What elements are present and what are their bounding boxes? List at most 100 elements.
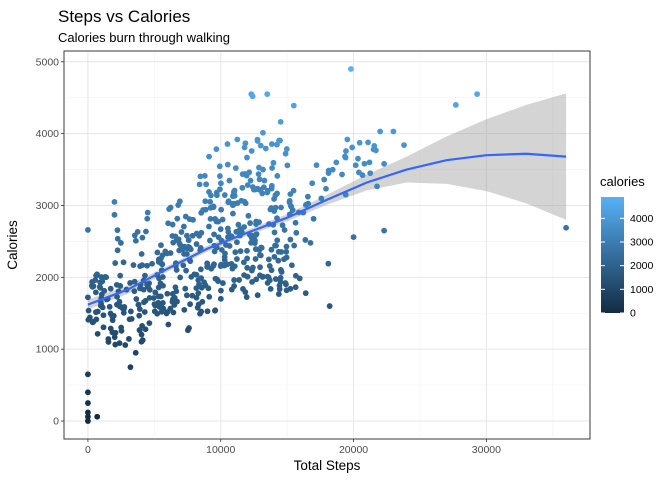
scatter-point <box>288 262 295 269</box>
scatter-point <box>177 274 184 281</box>
legend-label: 0 <box>630 308 636 320</box>
scatter-point <box>248 235 255 242</box>
scatter-point <box>165 321 172 328</box>
scatter-point <box>217 226 224 233</box>
x-tick-label: 30000 <box>472 444 501 456</box>
y-tick-label: 0 <box>53 416 59 428</box>
scatter-point <box>167 305 174 312</box>
scatter-point <box>170 309 177 316</box>
scatter-point <box>154 310 161 317</box>
scatter-point <box>195 290 202 297</box>
smooth-line <box>87 152 567 306</box>
scatter-point <box>342 153 348 160</box>
scatter-point <box>292 219 299 226</box>
scatter-point <box>193 241 200 247</box>
scatter-point <box>275 257 282 264</box>
scatter-point <box>97 279 104 286</box>
scatter-point <box>100 312 107 319</box>
scatter-point <box>270 159 277 166</box>
scatter-point <box>101 287 108 294</box>
scatter-point <box>234 239 240 246</box>
scatter-point <box>241 272 247 279</box>
scatter-point <box>185 237 192 244</box>
scatter-point <box>114 235 121 242</box>
scatter-point <box>266 263 273 269</box>
scatter-point <box>203 181 210 188</box>
scatter-point <box>85 409 91 416</box>
scatter-point <box>109 329 116 336</box>
scatter-point <box>381 227 388 234</box>
scatter-point <box>253 276 260 283</box>
scatter-point <box>242 140 249 147</box>
scatter-point <box>197 266 204 273</box>
scatter-point <box>247 220 254 226</box>
scatter-point <box>183 267 189 274</box>
scatter-point <box>94 330 101 337</box>
scatter-point <box>268 141 275 147</box>
scatter-point <box>156 275 162 282</box>
scatter-point <box>239 184 246 191</box>
scatter-point <box>261 177 268 184</box>
legend-label: 3000 <box>630 236 654 248</box>
scatter-point <box>201 172 208 179</box>
scatter-point <box>85 400 91 406</box>
scatter-point <box>234 256 240 262</box>
scatter-point <box>252 186 259 193</box>
scatter-point <box>244 264 251 271</box>
scatter-point <box>251 240 258 246</box>
scatter-point <box>146 320 153 327</box>
scatter-point <box>257 252 264 259</box>
scatter-point <box>144 215 151 222</box>
scatter-point <box>276 282 283 289</box>
grid-major <box>64 51 590 439</box>
scatter-point <box>198 308 205 315</box>
scatter-point <box>157 293 164 300</box>
legend-colorbar <box>601 197 624 313</box>
scatter-point <box>195 301 202 308</box>
scatter-point <box>224 261 231 268</box>
legend-title: calories <box>600 174 645 189</box>
scatter-point <box>159 261 166 268</box>
scatter-point <box>452 101 459 108</box>
scatter-point <box>231 192 238 199</box>
scatter-point <box>326 303 333 309</box>
scatter-point <box>218 180 224 187</box>
scatter-point <box>212 275 219 282</box>
scatter-point <box>138 251 145 257</box>
scatter-point <box>231 277 238 283</box>
scatter-point <box>202 198 209 205</box>
scatter-point <box>325 170 332 177</box>
scatter-point <box>191 271 198 278</box>
scatter-point <box>196 281 202 288</box>
scatter-point <box>247 177 254 184</box>
scatter-point <box>208 192 214 199</box>
scatter-point <box>249 93 256 100</box>
scatter-point <box>99 304 106 311</box>
scatter-point <box>159 300 166 306</box>
scatter-point <box>143 228 149 235</box>
scatter-point <box>234 200 241 206</box>
scatter-point <box>304 193 311 200</box>
scatter-point <box>98 274 105 280</box>
scatter-point <box>244 182 251 189</box>
scatter-point <box>390 128 397 135</box>
scatter-point <box>169 290 176 297</box>
y-tick-label: 4000 <box>36 128 60 140</box>
scatter-point <box>206 153 212 160</box>
scatter-point <box>135 301 142 308</box>
scatter-point <box>371 143 378 149</box>
scatter-point <box>208 265 215 272</box>
legend-label: 2000 <box>630 260 654 272</box>
scatter-point <box>283 287 290 294</box>
scatter-point <box>302 237 309 243</box>
scatter-point <box>190 216 196 223</box>
scatter-point <box>267 285 274 292</box>
scatter-point <box>136 327 143 333</box>
scatter-point <box>202 206 209 213</box>
scatter-point <box>271 229 278 236</box>
scatter-point <box>235 221 242 228</box>
scatter-point <box>228 286 235 293</box>
scatter-point <box>307 239 314 246</box>
scatter-point <box>344 136 351 143</box>
scatter-point <box>117 272 124 279</box>
